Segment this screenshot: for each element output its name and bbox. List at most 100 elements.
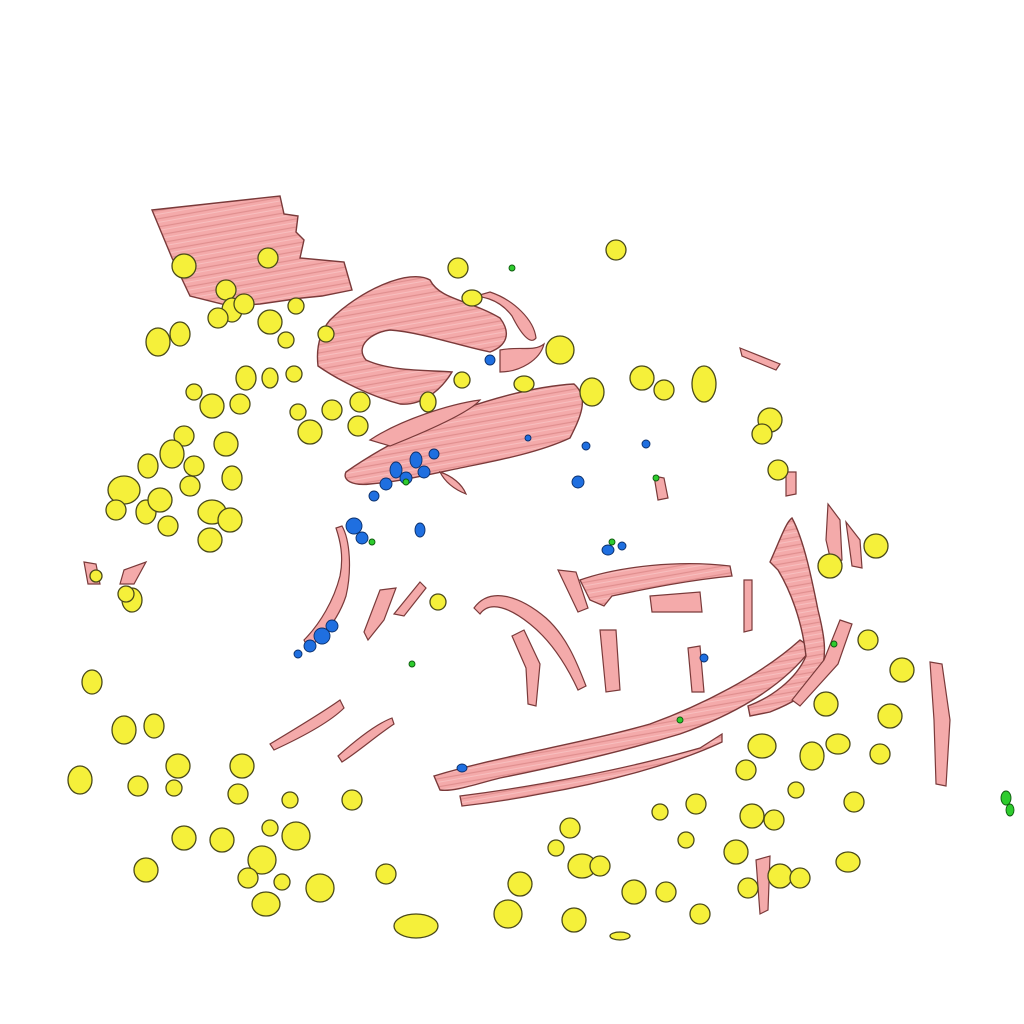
- blue-cluster-group: [293, 354, 709, 773]
- yellow-cell: [545, 335, 575, 365]
- green-spot: [402, 478, 410, 486]
- yellow-cell: [81, 669, 103, 695]
- pink-bundle: [433, 639, 814, 792]
- blue-cluster: [313, 627, 331, 645]
- pink-fiber: [473, 595, 587, 691]
- green-spot: [608, 538, 616, 546]
- yellow-cell: [507, 871, 533, 897]
- yellow-cell: [229, 393, 251, 415]
- green-spot-group: [368, 264, 1015, 817]
- yellow-cell: [653, 379, 675, 401]
- yellow-cell: [289, 403, 307, 421]
- pink-fiber: [511, 629, 541, 707]
- yellow-cell: [605, 239, 627, 261]
- yellow-cell: [221, 465, 243, 491]
- yellow-cell: [157, 515, 179, 537]
- yellow-cell: [825, 733, 851, 755]
- yellow-cell: [813, 691, 839, 717]
- pink-sheet: [316, 275, 508, 405]
- yellow-cell: [229, 753, 255, 779]
- pink-bundle: [579, 563, 733, 607]
- yellow-cell: [159, 439, 185, 469]
- yellow-cell: [185, 383, 203, 401]
- yellow-cell: [763, 809, 785, 831]
- pink-fiber: [368, 399, 482, 447]
- yellow-cell: [869, 743, 891, 765]
- yellow-cell: [651, 803, 669, 821]
- yellow-cell: [393, 913, 439, 939]
- yellow-cell: [147, 487, 173, 513]
- yellow-cell: [349, 391, 371, 413]
- green-spot: [508, 264, 516, 272]
- yellow-cell: [817, 553, 843, 579]
- yellow-cell: [261, 819, 279, 837]
- blue-cluster: [601, 544, 615, 556]
- blue-cluster: [355, 531, 369, 545]
- pink-fiber: [119, 560, 148, 585]
- yellow-cell: [453, 371, 471, 389]
- blue-cluster: [293, 649, 303, 659]
- yellow-cell: [137, 453, 159, 479]
- pink-fiber: [739, 347, 781, 371]
- green-spot: [830, 640, 838, 648]
- blue-cluster: [379, 477, 393, 491]
- yellow-cell: [655, 881, 677, 903]
- blue-cluster: [581, 441, 591, 451]
- blue-cluster: [699, 653, 709, 663]
- yellow-cell: [117, 585, 135, 603]
- blue-cluster: [484, 354, 496, 366]
- yellow-cell: [199, 393, 225, 419]
- yellow-cell: [767, 459, 789, 481]
- blue-cluster: [368, 490, 380, 502]
- yellow-cell: [261, 367, 279, 389]
- pink-fiber: [845, 519, 863, 569]
- yellow-cell: [173, 425, 195, 447]
- yellow-cell: [589, 855, 611, 877]
- yellow-cell: [111, 715, 137, 745]
- yellow-cell: [209, 827, 235, 853]
- yellow-cell: [107, 475, 141, 505]
- yellow-cell: [747, 733, 777, 759]
- yellow-cell: [799, 741, 825, 771]
- yellow-cell: [877, 703, 903, 729]
- yellow-cell: [751, 423, 773, 445]
- yellow-cell: [183, 455, 205, 477]
- yellow-cell: [233, 293, 255, 315]
- yellow-cell: [281, 791, 299, 809]
- yellow-cell: [843, 791, 865, 813]
- blue-cluster: [417, 465, 431, 479]
- yellow-cell: [787, 781, 805, 799]
- pink-fiber: [392, 581, 427, 617]
- yellow-cell: [285, 365, 303, 383]
- yellow-cell: [767, 863, 793, 889]
- pink-fiber: [337, 717, 395, 763]
- yellow-cell: [559, 817, 581, 839]
- pink-fiber: [269, 699, 345, 751]
- pink-fiber: [461, 291, 537, 341]
- yellow-cell: [889, 657, 915, 683]
- blue-cluster: [456, 763, 468, 773]
- pink-fiber: [556, 569, 589, 613]
- pink-fiber: [363, 587, 397, 642]
- yellow-cell: [281, 821, 311, 851]
- green-spot: [408, 660, 416, 668]
- pink-fiber: [785, 471, 797, 497]
- blue-cluster: [617, 541, 627, 551]
- green-spot: [368, 538, 376, 546]
- yellow-cell: [171, 825, 197, 851]
- yellow-cell: [447, 257, 469, 279]
- green-spot: [1000, 790, 1012, 806]
- pink-sheet: [150, 195, 353, 307]
- yellow-cell: [277, 331, 295, 349]
- blue-cluster: [428, 448, 440, 460]
- pink-fiber: [649, 591, 703, 613]
- yellow-cell: [429, 593, 447, 611]
- yellow-cell: [227, 783, 249, 805]
- blue-cluster: [325, 619, 339, 633]
- yellow-cell: [179, 475, 201, 497]
- yellow-cell: [835, 851, 861, 873]
- pink-fiber: [653, 475, 669, 501]
- yellow-cell: [171, 253, 197, 279]
